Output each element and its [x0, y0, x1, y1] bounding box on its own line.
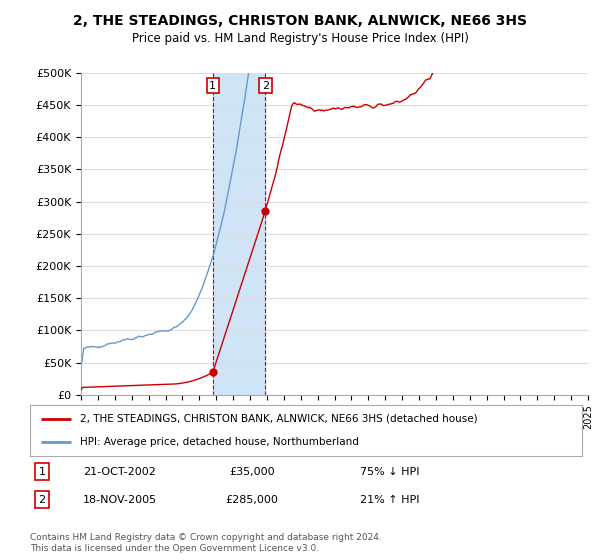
Text: 2, THE STEADINGS, CHRISTON BANK, ALNWICK, NE66 3HS: 2, THE STEADINGS, CHRISTON BANK, ALNWICK… [73, 14, 527, 28]
Text: 18-NOV-2005: 18-NOV-2005 [83, 494, 157, 505]
Text: 21-OCT-2002: 21-OCT-2002 [83, 466, 157, 477]
Text: 2, THE STEADINGS, CHRISTON BANK, ALNWICK, NE66 3HS (detached house): 2, THE STEADINGS, CHRISTON BANK, ALNWICK… [80, 414, 478, 424]
Text: 2: 2 [262, 81, 269, 91]
Text: £35,000: £35,000 [229, 466, 275, 477]
Text: Contains HM Land Registry data © Crown copyright and database right 2024.
This d: Contains HM Land Registry data © Crown c… [30, 533, 382, 553]
Bar [213, 73, 265, 395]
Text: 1: 1 [38, 466, 46, 477]
Text: HPI: Average price, detached house, Northumberland: HPI: Average price, detached house, Nort… [80, 437, 359, 447]
Text: Price paid vs. HM Land Registry's House Price Index (HPI): Price paid vs. HM Land Registry's House … [131, 32, 469, 45]
Text: 2: 2 [38, 494, 46, 505]
Text: 1: 1 [209, 81, 217, 91]
Text: 21% ↑ HPI: 21% ↑ HPI [360, 494, 420, 505]
Text: £285,000: £285,000 [226, 494, 278, 505]
Text: 75% ↓ HPI: 75% ↓ HPI [360, 466, 420, 477]
